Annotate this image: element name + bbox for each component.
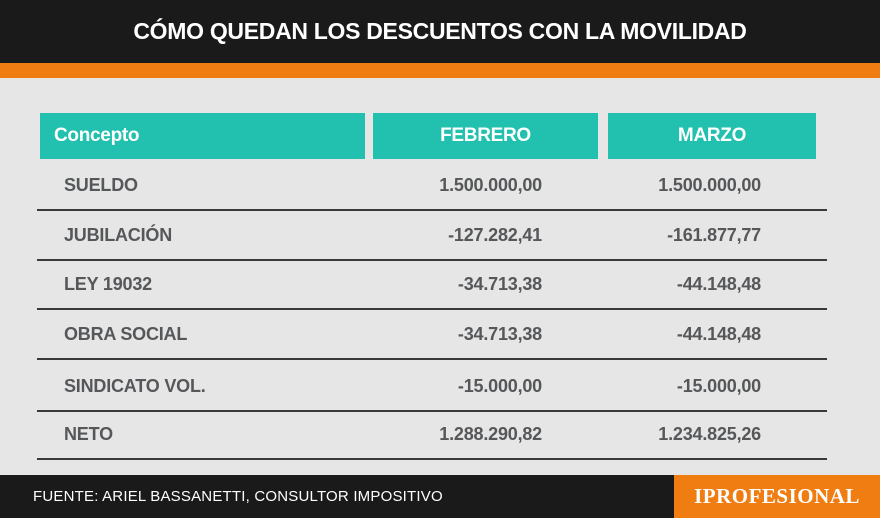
row-concepto: SUELDO xyxy=(64,175,138,195)
row-divider xyxy=(37,259,827,261)
table-row: SINDICATO VOL. -15.000,00 -15.000,00 xyxy=(37,363,827,412)
column-header-febrero: FEBRERO xyxy=(373,113,598,159)
row-febrero: -34.713,38 xyxy=(457,274,542,294)
row-marzo: -161.877,77 xyxy=(667,225,761,245)
table-row: OBRA SOCIAL -34.713,38 -44.148,48 xyxy=(37,311,827,360)
row-febrero: -15.000,00 xyxy=(457,376,542,396)
row-marzo: 1.234.825,26 xyxy=(658,424,761,444)
row-marzo: -44.148,48 xyxy=(676,324,761,344)
row-concepto: NETO xyxy=(64,424,113,444)
title-bar: CÓMO QUEDAN LOS DESCUENTOS CON LA MOVILI… xyxy=(0,0,880,63)
row-concepto: LEY 19032 xyxy=(64,274,152,294)
table-row: LEY 19032 -34.713,38 -44.148,48 xyxy=(37,261,827,310)
row-divider xyxy=(37,458,827,460)
column-header-concepto: Concepto xyxy=(40,113,365,159)
source-credit: FUENTE: ARIEL BASSANETTI, CONSULTOR IMPO… xyxy=(33,488,443,505)
row-concepto: OBRA SOCIAL xyxy=(64,324,188,344)
row-marzo: -44.148,48 xyxy=(676,274,761,294)
row-febrero: -34.713,38 xyxy=(457,324,542,344)
accent-strip xyxy=(0,63,880,78)
row-divider xyxy=(37,308,827,310)
row-divider xyxy=(37,209,827,211)
row-febrero: 1.288.290,82 xyxy=(439,424,542,444)
row-febrero: -127.282,41 xyxy=(448,225,542,245)
row-febrero: 1.500.000,00 xyxy=(439,175,542,195)
row-marzo: -15.000,00 xyxy=(676,376,761,396)
row-marzo: 1.500.000,00 xyxy=(658,175,761,195)
row-divider xyxy=(37,410,827,412)
table-row: NETO 1.288.290,82 1.234.825,26 xyxy=(37,411,827,460)
column-header-marzo: MARZO xyxy=(608,113,816,159)
brand-logo: IPROFESIONAL xyxy=(674,475,880,518)
logo-text: IPROFESIONAL xyxy=(694,484,860,508)
row-concepto: SINDICATO VOL. xyxy=(64,376,206,396)
page-title: CÓMO QUEDAN LOS DESCUENTOS CON LA MOVILI… xyxy=(133,18,747,44)
table-row: SUELDO 1.500.000,00 1.500.000,00 xyxy=(37,162,827,211)
row-divider xyxy=(37,358,827,360)
row-concepto: JUBILACIÓN xyxy=(64,225,173,245)
table-row: JUBILACIÓN -127.282,41 -161.877,77 xyxy=(37,212,827,261)
